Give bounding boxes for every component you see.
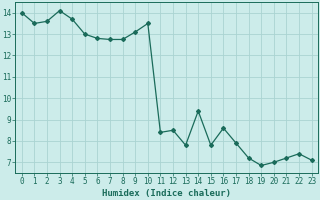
X-axis label: Humidex (Indice chaleur): Humidex (Indice chaleur) — [102, 189, 231, 198]
